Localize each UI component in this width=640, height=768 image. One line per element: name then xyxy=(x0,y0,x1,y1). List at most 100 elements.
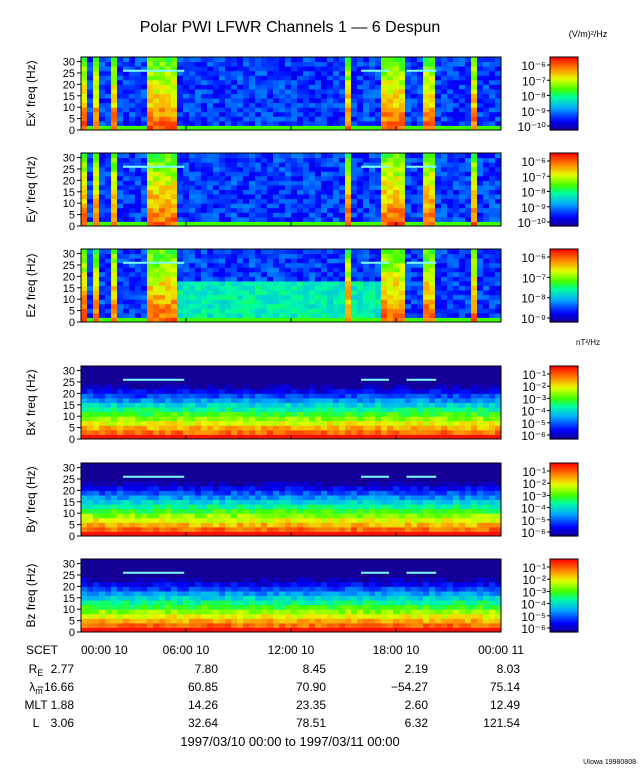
spectrogram-cell xyxy=(471,416,478,422)
spectrogram-cell xyxy=(417,379,424,385)
spectrogram-cell xyxy=(309,253,316,259)
spectrogram-cell xyxy=(255,61,262,67)
spectrogram-cell xyxy=(471,194,478,200)
spectrogram-cell xyxy=(159,75,166,81)
spectrogram-cell xyxy=(81,79,88,85)
spectrogram-cell xyxy=(111,194,118,200)
spectrogram-cell xyxy=(273,98,280,104)
spectrogram-cell xyxy=(159,317,166,323)
spectrogram-cell xyxy=(423,57,430,63)
spectrogram-cell xyxy=(291,308,298,314)
spectrogram-cell xyxy=(273,253,280,259)
spectrogram-cell xyxy=(435,303,442,309)
spectrogram-cell xyxy=(429,120,436,126)
spectrogram-cell xyxy=(135,88,142,94)
spectrogram-cell xyxy=(273,312,280,318)
spectrogram-cell xyxy=(351,393,358,399)
spectrogram-cell xyxy=(219,425,226,431)
spectrogram-cell xyxy=(417,153,424,159)
spectrogram-cell xyxy=(297,397,304,403)
spectrogram-cell xyxy=(309,221,316,227)
spectrogram-cell xyxy=(219,317,226,323)
spectrogram-cell xyxy=(471,379,478,385)
spectrogram-cell xyxy=(357,66,364,72)
spectrogram-cell xyxy=(147,517,154,523)
spectrogram-cell xyxy=(147,294,154,300)
spectrogram-cell xyxy=(417,175,424,181)
spectrogram-cell xyxy=(87,184,94,190)
spectrogram-cell xyxy=(327,75,334,81)
spectrogram-cell xyxy=(303,407,310,413)
spectrogram-cell xyxy=(321,366,328,372)
spectrogram-cell xyxy=(201,75,208,81)
spectrogram-cell xyxy=(453,294,460,300)
spectrogram-cell xyxy=(201,299,208,305)
spectrogram-cell xyxy=(381,162,388,168)
spectrogram-cell xyxy=(465,276,472,282)
spectrogram-cell xyxy=(375,125,382,131)
spectrogram-cell xyxy=(207,285,214,291)
spectrogram-cell xyxy=(333,79,340,85)
spectrogram-cell xyxy=(393,153,400,159)
colorbar-band xyxy=(550,95,578,98)
spectrogram-cell xyxy=(345,258,352,264)
spectrogram-cell xyxy=(141,407,148,413)
spectrogram-cell xyxy=(147,397,154,403)
spectrogram-cell xyxy=(81,494,88,500)
spectrogram-cell xyxy=(321,61,328,67)
spectrogram-cell xyxy=(219,120,226,126)
spectrogram-cell xyxy=(327,125,334,131)
spectrogram-cell xyxy=(213,271,220,277)
spectrogram-cell xyxy=(399,221,406,227)
spectrogram-cell xyxy=(477,276,484,282)
spectrogram-cell xyxy=(81,66,88,72)
spectrogram-cell xyxy=(249,61,256,67)
spectrogram-cell xyxy=(333,189,340,195)
spectrogram-cell xyxy=(375,393,382,399)
spectrogram-cell xyxy=(225,411,232,417)
spectrogram-cell xyxy=(495,312,502,318)
spectrogram-cell xyxy=(87,280,94,286)
spectrogram-cell xyxy=(153,70,160,76)
spectrogram-cell xyxy=(141,184,148,190)
spectrogram-cell xyxy=(303,370,310,376)
spectrogram-cell xyxy=(459,207,466,213)
spectrogram-cell xyxy=(393,180,400,186)
spectrogram-cell xyxy=(81,249,88,255)
spectrogram-cell xyxy=(441,66,448,72)
spectrogram-cell xyxy=(123,317,130,323)
colorbar-band xyxy=(550,398,578,402)
spectrogram-cell xyxy=(219,420,226,426)
spectrogram-cell xyxy=(405,393,412,399)
spectrogram-cell xyxy=(201,61,208,67)
spectrogram-cell xyxy=(237,57,244,63)
spectrogram-cell xyxy=(255,294,262,300)
spectrogram-cell xyxy=(171,66,178,72)
spectrogram-cell xyxy=(123,84,130,90)
spectrogram-cell xyxy=(465,280,472,286)
y-tick-label: 0 xyxy=(69,125,75,137)
spectrogram-cell xyxy=(495,157,502,163)
spectrogram-cell xyxy=(429,434,436,440)
spectrogram-cell xyxy=(315,393,322,399)
spectrogram-cell xyxy=(339,111,346,117)
spectrogram-cell xyxy=(429,303,436,309)
spectrogram-cell xyxy=(231,207,238,213)
spectrogram-cell xyxy=(309,88,316,94)
spectrogram-cell xyxy=(447,157,454,163)
spectrogram-cell xyxy=(327,262,334,268)
spectrogram-cell xyxy=(159,61,166,67)
spectrogram-cell xyxy=(399,393,406,399)
colorbar-band xyxy=(550,435,578,438)
spectrogram-cell xyxy=(279,253,286,259)
spectrogram-cell xyxy=(177,162,184,168)
spectrogram-cell xyxy=(99,267,106,273)
spectrogram-cell xyxy=(189,407,196,413)
spectrogram-cell xyxy=(327,194,334,200)
spectrogram-cell xyxy=(339,153,346,159)
spectrogram-cell xyxy=(489,258,496,264)
colorbar-band xyxy=(550,413,578,416)
spectrogram-cell xyxy=(111,416,118,422)
spectrogram-cell xyxy=(81,393,88,399)
spectrogram-cell xyxy=(171,308,178,314)
